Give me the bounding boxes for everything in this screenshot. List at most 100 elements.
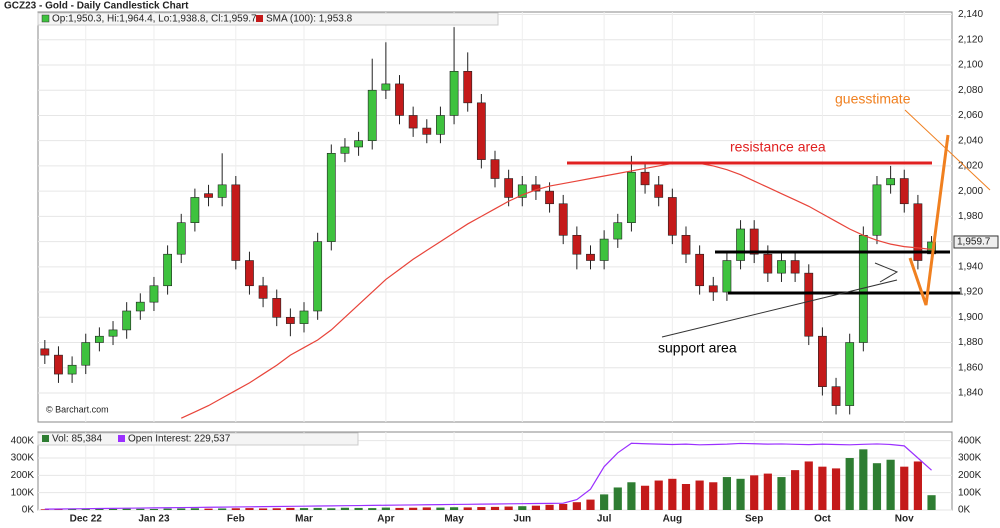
candle-body	[122, 310, 132, 331]
volume-bar	[327, 508, 336, 510]
volume-bar	[381, 507, 390, 510]
candle-body	[517, 184, 527, 198]
price-tag-label: 1,959.7	[957, 237, 991, 248]
volume-bar	[763, 473, 772, 510]
candle-body	[667, 197, 677, 236]
volume-bar	[95, 508, 104, 510]
candle-body	[299, 310, 309, 324]
candle-body	[913, 203, 923, 261]
volume-bar	[136, 508, 145, 510]
volume-bar	[900, 466, 909, 510]
legend-swatch	[256, 15, 263, 22]
volume-bar	[354, 507, 363, 510]
volume-bar	[463, 507, 472, 510]
y-tick-label: 200K	[11, 470, 35, 481]
candle-body	[831, 386, 841, 406]
candle-body	[763, 253, 773, 274]
candle-body	[231, 184, 241, 261]
x-tick-label: Nov	[895, 514, 914, 525]
y-tick-label: 0K	[958, 505, 971, 516]
volume-bar	[545, 504, 554, 510]
legend-swatch	[118, 435, 125, 442]
x-tick-label: May	[444, 514, 464, 525]
x-tick-label: Aug	[663, 514, 682, 525]
candle-body	[54, 354, 63, 375]
candle-body	[204, 193, 213, 198]
candle-body	[163, 253, 172, 287]
volume-bar	[163, 508, 172, 510]
candle-body	[681, 234, 691, 255]
candle-body	[558, 203, 568, 236]
chart-title: GCZ23 - Gold - Daily Candlestick Chart	[4, 1, 189, 12]
candle-body	[436, 115, 445, 135]
x-tick-label: Oct	[814, 514, 831, 525]
volume-bar	[531, 505, 541, 510]
candle-body	[258, 285, 268, 299]
y-tick-label: 200K	[958, 470, 982, 481]
volume-bar	[149, 508, 159, 510]
y-tick-label: 400K	[958, 435, 982, 446]
volume-bar	[722, 477, 732, 510]
y-tick-label: 1,860	[958, 362, 983, 373]
candle-body	[381, 83, 391, 91]
y-tick-label: 2,060	[958, 110, 983, 121]
candle-body	[613, 222, 623, 240]
volume-bar	[681, 484, 691, 510]
support-arrow	[661, 279, 898, 338]
x-tick-label: Jun	[513, 514, 531, 525]
volume-bar	[340, 507, 350, 510]
candle-body	[777, 260, 786, 274]
candle-body	[504, 178, 514, 198]
volume-bar	[791, 470, 800, 510]
legend-swatch	[41, 14, 50, 23]
volume-bar	[640, 485, 650, 510]
candle-body	[476, 102, 486, 160]
volume-bar	[804, 461, 813, 510]
annotation: guesstimate	[835, 91, 911, 107]
candle-body	[736, 228, 745, 261]
volume-bar	[750, 475, 759, 510]
sma-line	[180, 161, 932, 419]
volume-bar	[436, 507, 445, 510]
candle-body	[354, 140, 363, 148]
volume-bar	[231, 508, 240, 510]
y-tick-label: 1,880	[958, 337, 983, 348]
y-tick-label: 2,100	[958, 60, 983, 71]
candle-body	[176, 222, 186, 255]
candle-body	[899, 178, 909, 205]
volume-bar	[299, 508, 309, 510]
legend-label: Vol: 85,384	[52, 434, 102, 445]
y-tick-label: 100K	[958, 487, 982, 498]
volume-bar	[845, 458, 854, 510]
volume-bar	[422, 507, 431, 510]
candle-body	[708, 285, 718, 293]
candle-body	[872, 184, 882, 236]
guess-path	[908, 134, 950, 306]
copyright: © Barchart.com	[46, 404, 109, 414]
volume-bar	[286, 507, 295, 510]
candle-body	[135, 301, 145, 312]
y-tick-label: 2,120	[958, 34, 983, 45]
y-tick-label: 1,920	[958, 287, 983, 298]
volume-bar	[736, 478, 745, 510]
annotation: resistance area	[730, 139, 826, 155]
candle-body	[67, 364, 77, 375]
volume-bar	[177, 508, 186, 510]
y-tick-label: 1,980	[958, 211, 983, 222]
candle-body	[463, 70, 473, 104]
candle-body	[818, 335, 827, 387]
x-tick-label: Apr	[377, 514, 394, 525]
volume-bar	[859, 449, 868, 510]
candle-body	[190, 197, 200, 223]
candle-body	[245, 260, 254, 287]
candle-body	[395, 83, 404, 116]
open-interest-line	[44, 442, 932, 510]
candle-body	[722, 260, 732, 293]
x-tick-label: Feb	[227, 514, 245, 525]
volume-bar	[477, 507, 486, 510]
volume-bar	[872, 463, 882, 510]
candle-body	[586, 253, 595, 261]
arrow-head	[874, 262, 899, 283]
x-tick-label: Jan 23	[138, 514, 170, 525]
